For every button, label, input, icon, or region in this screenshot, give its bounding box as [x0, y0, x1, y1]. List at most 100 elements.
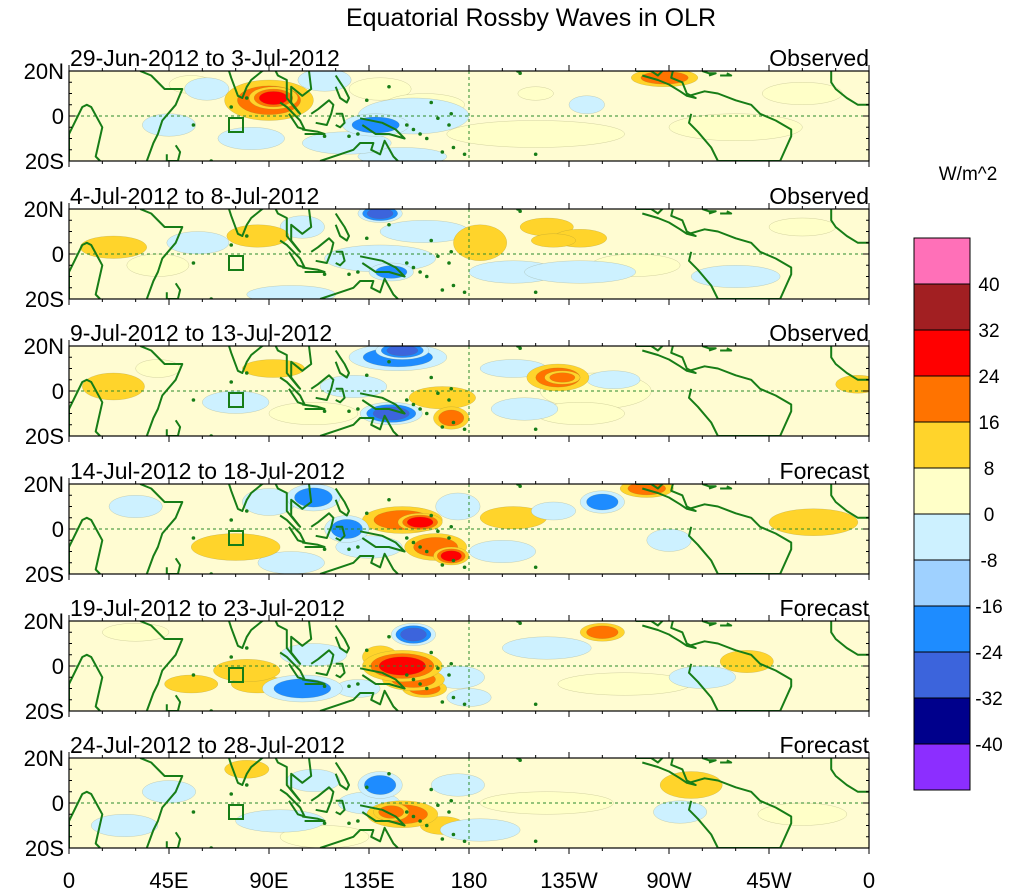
coastline	[335, 662, 346, 679]
colorbar-swatch	[913, 651, 971, 699]
island	[451, 695, 456, 700]
olr-anomaly	[142, 113, 196, 137]
olr-anomaly	[491, 397, 559, 421]
island	[533, 427, 538, 432]
colorbar-swatch	[913, 421, 971, 469]
coastline	[202, 209, 313, 253]
coastline	[701, 621, 717, 627]
island	[244, 509, 249, 513]
island	[347, 684, 351, 689]
coastline	[165, 144, 182, 161]
island	[518, 346, 522, 351]
coastline	[335, 250, 346, 267]
panel-period-label: 29-Jun-2012 to 3-Jul-2012	[70, 45, 340, 71]
coastline	[69, 653, 104, 711]
island	[424, 686, 429, 691]
island	[229, 792, 234, 796]
y-tick-label: 20S	[25, 424, 64, 449]
colorbar-level-label: 0	[984, 505, 995, 526]
island	[518, 71, 522, 76]
island	[447, 261, 451, 265]
panel: 20N 0 20S 4-Jul-2012 to 8-Jul-2012 Observed	[24, 183, 870, 312]
y-tick-label: 20S	[25, 562, 64, 587]
olr-anomaly	[768, 217, 836, 237]
panel-period-label: 14-Jul-2012 to 18-Jul-2012	[70, 458, 345, 484]
coastline	[202, 758, 313, 802]
coastline	[359, 255, 406, 278]
y-tick-label: 0	[52, 242, 64, 267]
colorbar-swatch	[913, 513, 971, 561]
olr-anomaly	[659, 771, 723, 799]
olr-anomaly	[213, 659, 281, 682]
x-tick-label: 0	[863, 868, 875, 890]
olr-anomaly	[257, 551, 325, 574]
coastline	[302, 128, 326, 135]
colorbar-swatch	[913, 467, 971, 515]
olr-anomaly	[517, 86, 554, 101]
coastline	[359, 117, 406, 140]
island	[440, 563, 445, 567]
coastline	[310, 99, 335, 126]
island	[447, 673, 451, 677]
coastline	[202, 71, 313, 115]
coastline	[319, 139, 399, 161]
olr-anomaly	[719, 650, 774, 673]
olr-anomaly	[191, 533, 281, 561]
olr-anomaly	[217, 127, 285, 150]
panel-status-label: Forecast	[780, 732, 870, 758]
island	[440, 700, 445, 704]
olr-anomaly	[246, 285, 336, 299]
island	[518, 758, 522, 763]
coastline	[635, 209, 697, 237]
olr-field	[69, 758, 869, 848]
olr-anomaly	[319, 375, 387, 398]
island	[229, 518, 234, 522]
island	[356, 132, 360, 136]
coastline	[139, 209, 184, 299]
coastline	[202, 346, 313, 390]
olr-anomaly	[273, 678, 331, 699]
olr-anomaly	[348, 77, 412, 101]
island	[404, 536, 409, 540]
island	[322, 134, 327, 139]
coastline	[319, 552, 399, 574]
island	[440, 837, 445, 841]
coastline	[334, 624, 350, 654]
coastline	[720, 347, 733, 352]
olr-anomaly	[531, 233, 576, 248]
island	[322, 272, 327, 277]
olr-anomaly	[364, 775, 397, 795]
island	[462, 152, 467, 157]
colorbar-level-label: 40	[978, 275, 999, 296]
coastline	[688, 365, 793, 436]
y-tick-label: 20S	[25, 699, 64, 724]
colorbar-level-label: 16	[978, 413, 999, 434]
coastline	[279, 788, 306, 818]
olr-anomaly	[479, 791, 614, 815]
y-tick-label: 20N	[24, 197, 64, 222]
island	[447, 398, 451, 402]
island	[418, 819, 422, 823]
island	[418, 545, 422, 549]
coastline	[302, 403, 326, 410]
coastline	[319, 414, 399, 436]
olr-anomaly	[184, 77, 230, 101]
colorbar-swatch	[913, 375, 971, 423]
coastline	[635, 758, 697, 786]
coastline	[139, 71, 184, 161]
colorbar-level-label: 32	[978, 321, 999, 342]
olr-anomaly	[126, 253, 190, 277]
coastline	[334, 74, 350, 104]
island	[387, 222, 391, 227]
island	[449, 661, 454, 666]
island	[387, 84, 391, 89]
island	[244, 234, 249, 238]
panel-status-label: Observed	[769, 183, 869, 209]
island	[244, 96, 249, 100]
island	[418, 132, 422, 136]
colorbar-level-label: -16	[975, 597, 1002, 618]
coastline	[720, 759, 733, 764]
coastline	[635, 621, 697, 649]
island	[322, 821, 327, 826]
island	[533, 565, 538, 570]
